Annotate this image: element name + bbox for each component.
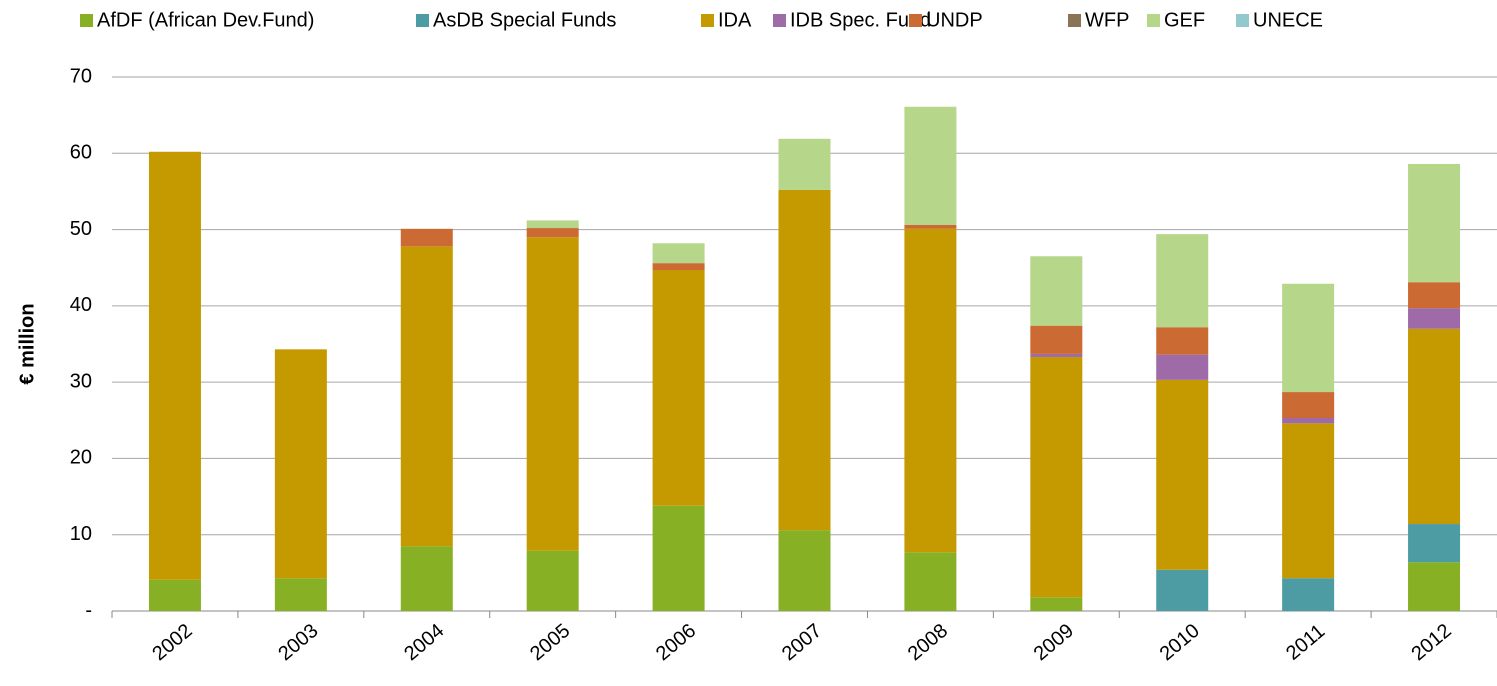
legend-swatch (773, 14, 786, 27)
legend-swatch (1068, 14, 1081, 27)
legend-label: IDA (718, 9, 752, 31)
x-tick-label: 2004 (400, 620, 448, 665)
legend-label: UNDP (926, 9, 983, 31)
legend-label: GEF (1164, 9, 1205, 31)
x-tick-label: 2008 (904, 620, 952, 665)
bar-segment (652, 505, 705, 611)
legend-swatch (701, 14, 714, 27)
x-tick-label: 2003 (274, 620, 322, 665)
bar-segment (652, 263, 705, 271)
y-tick-label: 30 (70, 370, 92, 392)
bar-segment (652, 270, 705, 506)
bar-segment (400, 228, 453, 247)
x-tick-label: 2012 (1407, 620, 1455, 665)
bar-segment (1030, 597, 1083, 611)
x-tick-label: 2009 (1030, 620, 1078, 665)
bar-segment (526, 550, 579, 611)
y-tick-label: 20 (70, 447, 92, 469)
bar-segment (148, 151, 201, 580)
y-tick-label: 10 (70, 523, 92, 545)
bar-segment (1408, 282, 1461, 309)
legend-swatch (80, 14, 93, 27)
bar-segment (274, 349, 327, 579)
bar-segment (904, 552, 957, 611)
bar-segment (526, 228, 579, 238)
bar-segment (1282, 423, 1335, 579)
bar-segment (1408, 308, 1461, 329)
x-tick-label: 2010 (1156, 620, 1204, 665)
y-tick-label: 50 (70, 218, 92, 240)
y-tick-label: - (85, 599, 92, 621)
bar-segment (1282, 392, 1335, 418)
legend-swatch (1147, 14, 1160, 27)
legend-swatch (416, 14, 429, 27)
bar-segment (1030, 353, 1083, 357)
bar-segment (400, 246, 453, 547)
x-tick-label: 2006 (652, 620, 700, 665)
bar-segment (1408, 328, 1461, 525)
legend-label: IDB Spec. Fund (790, 9, 931, 31)
bar-segment (400, 546, 453, 611)
bar-segment (904, 106, 957, 225)
x-tick-label: 2011 (1282, 620, 1329, 665)
bar-segment (1156, 379, 1209, 570)
bar-segment (1282, 283, 1335, 393)
bar-segment (1156, 327, 1209, 355)
y-tick-label: 40 (70, 294, 92, 316)
bar-segment (526, 237, 579, 551)
bar-segment (1282, 578, 1335, 611)
bar-segment (526, 220, 579, 229)
bar-segment (1408, 163, 1461, 283)
legend-label: UNECE (1253, 9, 1323, 31)
bar-segment (778, 138, 831, 190)
y-tick-label: 70 (70, 65, 92, 87)
x-tick-label: 2005 (526, 620, 574, 665)
legend-label: WFP (1085, 9, 1129, 31)
bar-segment (1282, 417, 1335, 424)
y-axis-label: € million (16, 303, 38, 384)
y-tick-label: 60 (70, 142, 92, 164)
x-tick-label: 2007 (778, 620, 826, 665)
bar-segment (904, 224, 957, 229)
bar-segment (652, 243, 705, 264)
x-tick-label: 2002 (148, 620, 196, 665)
legend-swatch (1236, 14, 1249, 27)
bar-segment (1156, 569, 1209, 611)
bar-segment (274, 578, 327, 611)
bar-segment (1030, 325, 1083, 354)
bar-segment (1030, 356, 1083, 598)
bar-segment (1408, 524, 1461, 563)
bar-segment (904, 228, 957, 553)
bar-segment (778, 530, 831, 611)
bar-segment (1156, 234, 1209, 328)
bar-segment (1030, 256, 1083, 326)
legend-swatch (909, 14, 922, 27)
bar-segment (1408, 562, 1461, 611)
bar-segment (778, 189, 831, 531)
legend-label: AfDF (African Dev.Fund) (97, 9, 314, 31)
bar-segment (1156, 354, 1209, 380)
bar-segment (148, 579, 201, 611)
legend-label: AsDB Special Funds (433, 9, 616, 31)
